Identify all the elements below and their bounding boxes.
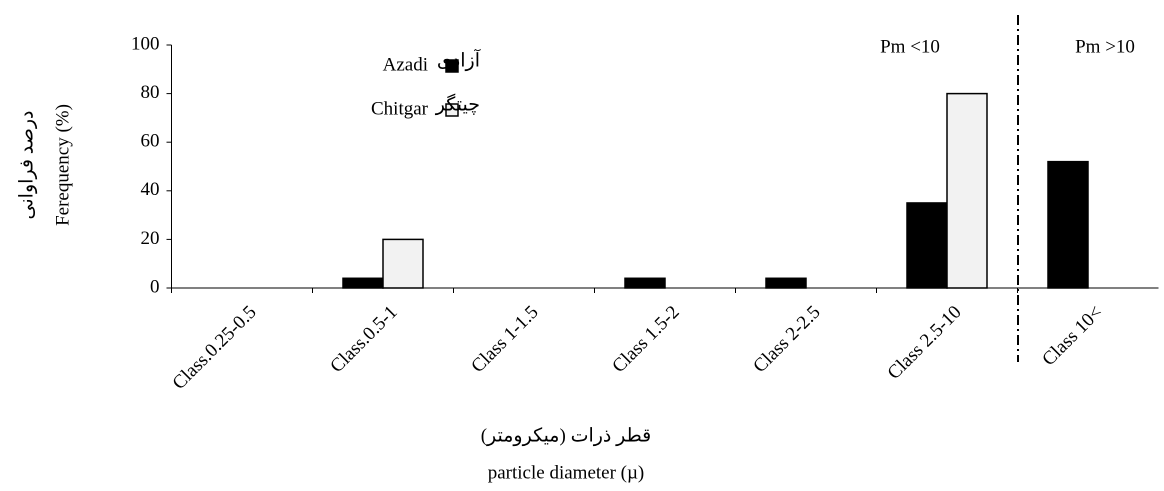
x-tick-label: Class 1-1.5 (467, 302, 542, 377)
x-tick-label: Class 1.5-2 (608, 302, 683, 377)
x-tick-label: Class 2.5-10 (884, 302, 966, 384)
bar (1047, 160, 1089, 289)
bar (342, 277, 384, 289)
x-tick-label: Class.0.5-1 (326, 302, 401, 377)
bar (765, 277, 807, 289)
x-axis-label: particle diameter (µ) (488, 462, 645, 483)
legend-label: Chitgar (371, 98, 429, 119)
y-tick-label: 0 (150, 276, 160, 297)
x-tick-label: Class.0.25-0.5 (169, 302, 261, 394)
bar (624, 277, 666, 289)
annotation: Pm <10 (880, 36, 940, 57)
y-axis-label: Ferequency (%) (52, 104, 73, 226)
bar (382, 238, 424, 289)
legend-label-fa: آزادی (437, 48, 481, 71)
x-tick-label: Class 2-2.5 (749, 302, 824, 377)
x-tick-label: Class 10< (1038, 302, 1106, 370)
y-tick-label: 100 (131, 33, 160, 54)
legend-label: Azadi (383, 54, 428, 75)
y-tick-label: 20 (141, 228, 160, 249)
legend-swatch (445, 103, 459, 117)
y-tick-label: 40 (141, 179, 160, 200)
y-axis-label-fa: درصد فراوانی (16, 111, 37, 220)
annotation: Pm >10 (1075, 36, 1135, 57)
bar (906, 202, 948, 289)
y-tick-label: 80 (141, 82, 160, 103)
y-tick-label: 60 (141, 131, 160, 152)
bar (946, 92, 988, 289)
legend-swatch (445, 59, 459, 73)
x-axis-label-fa: قطر ذرات (میکرومتر) (481, 425, 652, 446)
legend-label-fa: چیتگر (435, 92, 480, 115)
